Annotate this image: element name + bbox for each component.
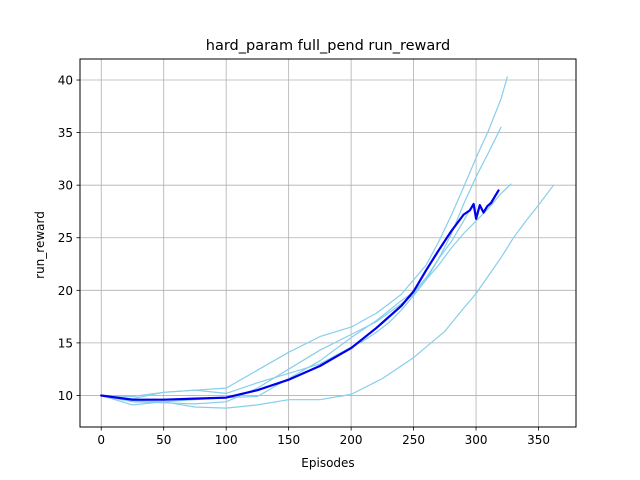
y-tick-label: 25 xyxy=(58,231,73,245)
run-reward-line xyxy=(100,184,555,409)
x-tick-label: 350 xyxy=(527,433,550,447)
run-reward-line xyxy=(100,183,512,400)
x-axis-label: Episodes xyxy=(301,456,354,470)
run-reward-line xyxy=(100,126,502,405)
y-tick-label: 35 xyxy=(58,126,73,140)
grid xyxy=(80,59,576,427)
x-tick-label: 100 xyxy=(215,433,238,447)
ticks: 0 50 100 150 200 250 300 350 10 15 20 25 30 35 40 xyxy=(58,74,550,447)
x-tick-label: 0 xyxy=(97,433,105,447)
x-tick-label: 50 xyxy=(156,433,171,447)
mean-reward-line xyxy=(100,189,500,401)
run-reward-line xyxy=(100,202,475,403)
y-tick-label: 40 xyxy=(58,74,73,88)
run-lines xyxy=(100,76,555,409)
y-tick-label: 10 xyxy=(58,389,73,403)
x-tick-label: 200 xyxy=(340,433,363,447)
x-tick-label: 300 xyxy=(465,433,488,447)
chart-title: hard_param full_pend run_reward xyxy=(206,38,450,54)
y-axis-label: run_reward xyxy=(33,211,47,279)
plot-area-frame xyxy=(79,58,577,428)
x-tick-label: 250 xyxy=(402,433,425,447)
mean-line-group xyxy=(100,189,500,401)
y-tick-label: 20 xyxy=(58,284,73,298)
y-tick-label: 15 xyxy=(58,336,73,350)
x-tick-label: 150 xyxy=(277,433,300,447)
run-reward-line xyxy=(100,76,508,398)
y-tick-label: 30 xyxy=(58,179,73,193)
